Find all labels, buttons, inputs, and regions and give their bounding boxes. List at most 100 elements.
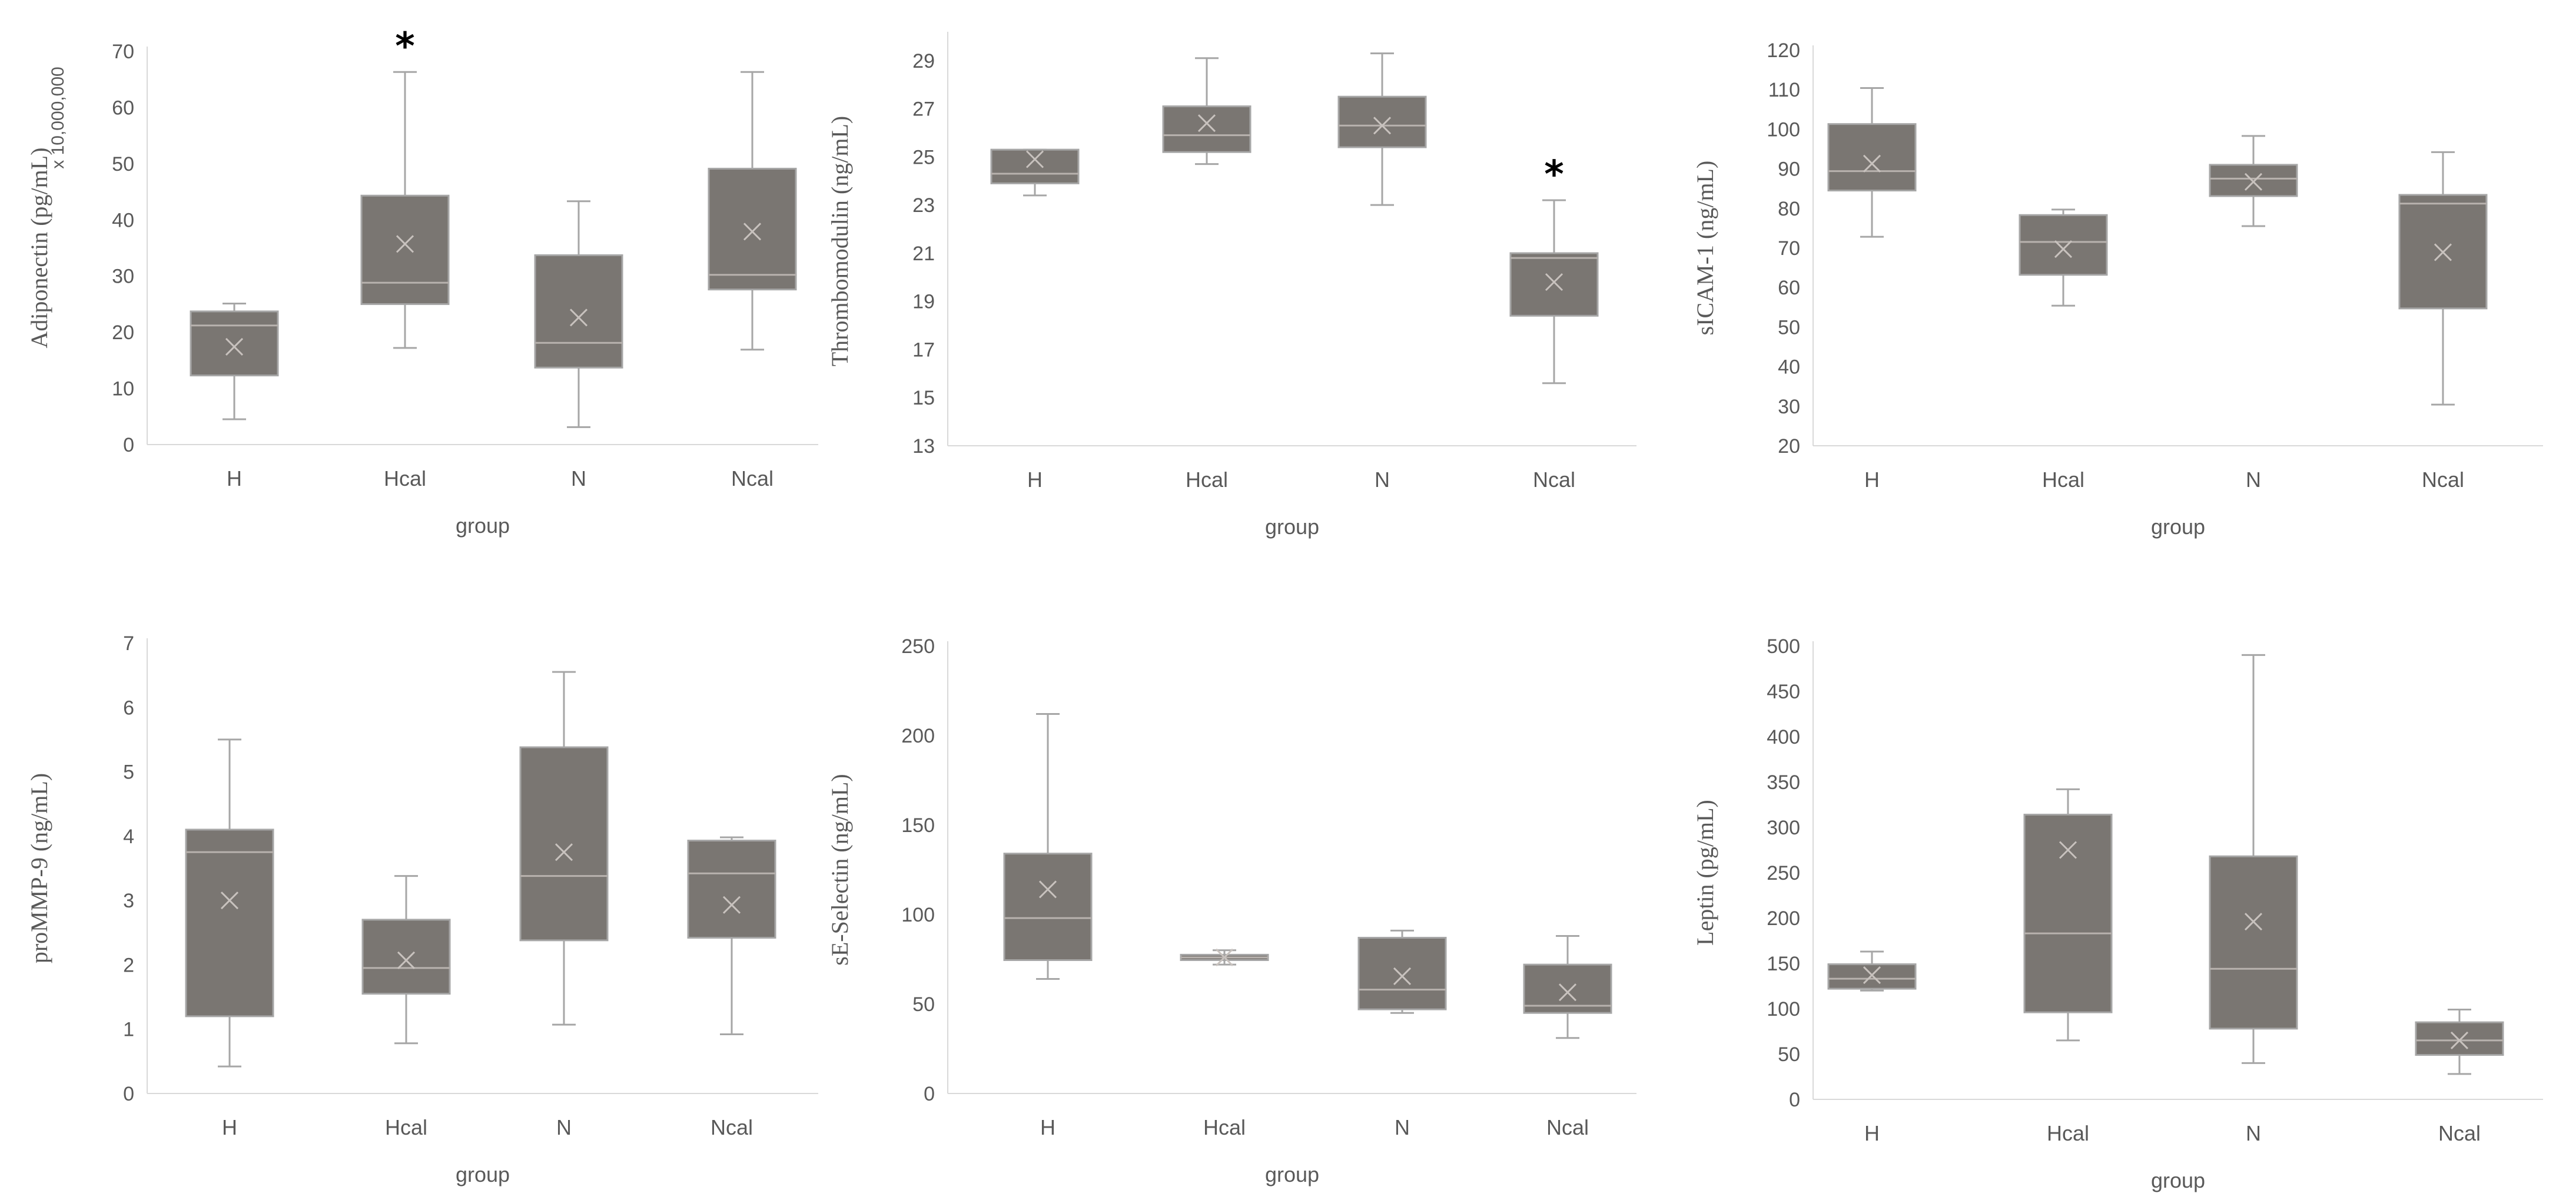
panel-5-y-tick-label: 0 <box>924 1083 935 1105</box>
panel-6-y-tick-label: 300 <box>1767 817 1800 839</box>
panel-4-y-tick-label: 0 <box>123 1083 134 1105</box>
panel-5-y-tick-label: 200 <box>901 725 935 747</box>
panel-1-y-tick-label: 40 <box>112 209 134 231</box>
panel-2-box-n <box>1337 52 1427 206</box>
panel-4-x-tick-label: Ncal <box>711 1115 753 1139</box>
panel-6-y-tick-label: 350 <box>1767 771 1800 794</box>
panel-6-y-tick-label: 200 <box>1767 907 1800 930</box>
panel-6-box-n <box>2209 654 2298 1064</box>
panel-1-box-h <box>190 302 279 420</box>
panel-4-box-iqr <box>519 746 609 942</box>
panel-4-y-tick-label: 5 <box>123 761 134 784</box>
panel-6-y-tick-label: 150 <box>1767 953 1800 975</box>
panel-4-mean-marker <box>397 951 416 969</box>
panel-2-box-hcal <box>1162 57 1252 165</box>
panel-2-y-tick-label: 17 <box>912 339 935 361</box>
panel-3-mean-marker <box>2054 240 2073 259</box>
panel-1-x-tick-label: H <box>227 466 242 491</box>
panel-4-box-iqr <box>361 919 451 995</box>
panel-4-y-tick-label: 7 <box>123 632 134 655</box>
panel-1-x-axis-title: group <box>456 513 510 538</box>
panel-3-box-iqr <box>2209 164 2298 197</box>
panel-5-box-ncal <box>1523 934 1612 1039</box>
panel-5-box-iqr <box>1357 937 1447 1010</box>
panel-4-box-iqr <box>687 840 776 939</box>
panel-1-box-iqr <box>360 194 450 305</box>
panel-1-y-tick-label: 20 <box>112 322 134 344</box>
panel-4-y-tick-label: 3 <box>123 890 134 912</box>
panel-5-y-tick-label: 150 <box>901 814 935 837</box>
panel-2-chart: 13 15 17 19 21 23 25 27 29 H Hcal N Ncal group Thrombo… <box>826 32 1636 539</box>
panel-2-significance-asterisk: * <box>1544 153 1563 197</box>
panel-3-y-tick-label: 40 <box>1778 356 1800 379</box>
panel-1-box-iqr <box>190 310 279 377</box>
panel-6-mean-marker <box>2059 841 2077 859</box>
panel-6-mean-marker <box>2450 1031 2469 1049</box>
panel-5-chart: 0 50 100 150 200 250 H Hcal N Ncal group sE-Selecti… <box>826 635 1636 1187</box>
panel-3-box-h <box>1827 87 1917 238</box>
panel-4-x-tick-label: Hcal <box>385 1115 427 1139</box>
panel-5-box-hcal <box>1180 948 1269 967</box>
panel-2-x-axis-title: group <box>1265 515 1319 539</box>
panel-2-x-tick-label: H <box>1027 468 1043 492</box>
panel-1-x-tick-label: Hcal <box>384 466 426 491</box>
panel-6-x-axis-title: group <box>2151 1168 2205 1192</box>
panel-2-box-iqr <box>1509 252 1599 317</box>
panel-1-box-iqr <box>708 167 797 291</box>
panel-4-box-hcal <box>361 875 451 1045</box>
panel-4-x-tick-label: H <box>222 1115 237 1139</box>
panel-2-y-tick-label: 25 <box>912 146 935 168</box>
panel-2-y-tick-label: 21 <box>912 243 935 265</box>
panel-2-box-iqr <box>1162 105 1252 153</box>
panel-6-box-h <box>1827 950 1917 992</box>
panel-2-box-iqr <box>1337 95 1427 148</box>
panel-1-y-multiplier-label: x 10,000,000 <box>48 67 68 168</box>
panel-6-box-ncal <box>2415 1009 2504 1075</box>
panel-3-y-axis-title: sICAM-1 (ng/mL) <box>1692 161 1718 336</box>
panel-2-box-ncal <box>1509 199 1599 385</box>
panel-6-x-tick-label: Hcal <box>2047 1121 2089 1145</box>
panel-6-y-tick-label: 50 <box>1778 1043 1800 1066</box>
panel-4-mean-marker <box>555 843 573 861</box>
panel-2-y-tick-label: 13 <box>912 435 935 458</box>
panel-5-x-axis-title: group <box>1265 1162 1319 1187</box>
panel-5-y-tick-label: 250 <box>901 635 935 658</box>
panel-2-box-iqr <box>990 148 1080 184</box>
panel-6-y-tick-label: 100 <box>1767 998 1800 1020</box>
panel-4-mean-marker <box>722 896 741 914</box>
panel-3-y-tick-label: 110 <box>1768 79 1800 101</box>
panel-1-y-tick-label: 10 <box>112 378 134 400</box>
panel-6-box-iqr <box>2023 813 2113 1013</box>
panel-3-mean-marker <box>2244 173 2263 191</box>
panel-6-chart: 0 50 100 150 200 250 300 350 400 450 500 H Hcal N Ncal… <box>1692 635 2543 1192</box>
panel-5-y-tick-label: 50 <box>912 993 935 1016</box>
panel-4-x-axis-title: group <box>456 1162 510 1187</box>
panel-1-mean-marker <box>569 309 588 327</box>
panel-4-box-h <box>185 738 274 1068</box>
panel-3-y-tick-label: 120 <box>1767 39 1800 62</box>
panel-5-y-tick-label: 100 <box>901 904 935 926</box>
panel-6-y-tick-label: 250 <box>1767 862 1800 884</box>
panel-3-mean-marker <box>1863 154 1881 173</box>
panel-6-y-axis-title: Leptin (pg/mL) <box>1692 800 1718 946</box>
panel-1-y-tick-label: 50 <box>112 153 134 175</box>
panel-6-x-tick-label: H <box>1864 1121 1880 1145</box>
panel-2-y-tick-label: 23 <box>912 194 935 217</box>
panel-4-mean-marker <box>220 892 239 910</box>
panel-4-y-tick-label: 2 <box>123 954 134 976</box>
panel-6-x-tick-label: N <box>2246 1121 2261 1145</box>
panel-3-mean-marker <box>2434 243 2452 261</box>
panel-2-y-tick-label: 29 <box>912 50 935 72</box>
panel-4-box-iqr <box>185 828 274 1018</box>
panel-3-y-tick-label: 90 <box>1778 158 1800 181</box>
panel-5-x-tick-label: Ncal <box>1546 1115 1589 1139</box>
panel-2-mean-marker <box>1197 114 1216 132</box>
panel-6-y-tick-label: 0 <box>1789 1089 1800 1111</box>
panel-5-box-n <box>1357 929 1447 1014</box>
panel-3-y-tick-label: 50 <box>1778 316 1800 339</box>
panel-2-x-tick-label: N <box>1375 468 1390 492</box>
panel-1-y-axis-title: Adiponectin (pg/mL) <box>26 147 52 348</box>
panel-6-y-tick-label: 450 <box>1767 681 1800 703</box>
panel-1-box-ncal <box>708 71 797 351</box>
panel-5-y-axis-title: sE-Selectin (ng/mL) <box>826 774 853 965</box>
